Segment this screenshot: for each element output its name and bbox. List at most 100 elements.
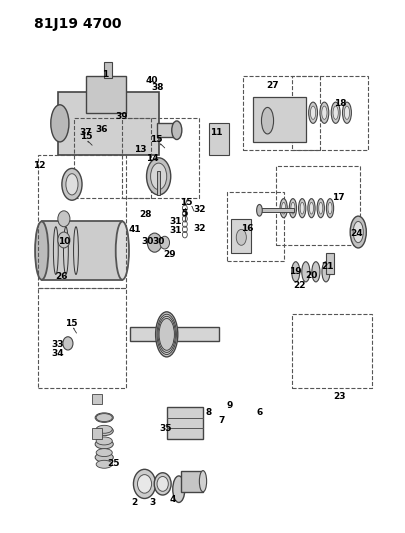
Ellipse shape xyxy=(115,221,129,280)
Ellipse shape xyxy=(316,199,324,217)
Bar xyxy=(156,123,174,136)
Text: 38: 38 xyxy=(151,83,164,92)
Text: 29: 29 xyxy=(163,250,176,259)
Ellipse shape xyxy=(289,199,296,217)
Text: 40: 40 xyxy=(145,76,157,85)
Ellipse shape xyxy=(137,474,151,493)
Ellipse shape xyxy=(261,108,273,134)
Text: 26: 26 xyxy=(55,271,67,280)
Text: 30: 30 xyxy=(141,237,153,246)
Text: 35: 35 xyxy=(159,424,172,433)
Ellipse shape xyxy=(321,262,329,282)
Ellipse shape xyxy=(296,102,305,123)
Bar xyxy=(92,428,102,439)
Ellipse shape xyxy=(318,203,322,214)
Text: 31: 31 xyxy=(169,217,181,226)
Text: 81J19 4700: 81J19 4700 xyxy=(34,17,121,31)
Bar xyxy=(243,76,319,150)
Text: 39: 39 xyxy=(115,112,128,122)
Ellipse shape xyxy=(307,199,314,217)
Ellipse shape xyxy=(319,102,328,123)
Circle shape xyxy=(160,236,169,249)
Ellipse shape xyxy=(58,211,70,227)
Bar xyxy=(209,123,229,155)
Bar xyxy=(92,394,102,405)
Text: 15: 15 xyxy=(179,198,192,207)
Ellipse shape xyxy=(58,232,70,248)
Ellipse shape xyxy=(96,449,112,457)
Ellipse shape xyxy=(332,106,337,119)
Ellipse shape xyxy=(298,106,304,119)
Text: 1: 1 xyxy=(102,70,108,79)
Ellipse shape xyxy=(173,476,184,503)
Text: 15: 15 xyxy=(150,135,162,144)
Text: 12: 12 xyxy=(33,161,46,170)
Ellipse shape xyxy=(96,461,112,469)
Ellipse shape xyxy=(96,414,112,422)
Ellipse shape xyxy=(150,163,166,190)
Text: 5: 5 xyxy=(181,209,188,218)
Text: 13: 13 xyxy=(134,146,146,155)
Bar xyxy=(275,166,359,245)
Ellipse shape xyxy=(96,425,112,433)
Text: 32: 32 xyxy=(193,205,205,214)
Text: 11: 11 xyxy=(210,128,222,138)
Ellipse shape xyxy=(309,203,313,214)
Text: 33: 33 xyxy=(51,341,64,350)
Text: 36: 36 xyxy=(95,125,107,134)
Text: 8: 8 xyxy=(205,408,212,417)
Bar xyxy=(291,314,371,389)
Text: 2: 2 xyxy=(131,498,137,507)
Ellipse shape xyxy=(95,439,113,449)
Ellipse shape xyxy=(96,437,112,445)
Text: 34: 34 xyxy=(51,350,64,359)
Bar xyxy=(157,171,160,195)
Ellipse shape xyxy=(155,312,177,357)
Ellipse shape xyxy=(299,203,303,214)
Bar xyxy=(259,208,293,213)
Text: 41: 41 xyxy=(129,225,141,234)
Ellipse shape xyxy=(352,221,362,243)
Bar xyxy=(227,192,283,261)
Text: 25: 25 xyxy=(107,459,119,469)
Ellipse shape xyxy=(236,229,246,245)
Ellipse shape xyxy=(256,205,262,216)
Ellipse shape xyxy=(308,102,317,123)
Text: 21: 21 xyxy=(320,262,333,271)
Ellipse shape xyxy=(281,203,285,214)
Ellipse shape xyxy=(157,477,168,491)
Text: 18: 18 xyxy=(333,99,345,108)
Bar xyxy=(38,155,126,288)
Text: 9: 9 xyxy=(226,401,232,410)
Ellipse shape xyxy=(327,203,331,214)
Bar xyxy=(130,327,219,341)
Text: 17: 17 xyxy=(331,193,343,202)
Text: 32: 32 xyxy=(193,224,205,233)
Ellipse shape xyxy=(154,473,171,495)
Text: 6: 6 xyxy=(256,408,262,417)
Bar xyxy=(58,92,158,155)
Ellipse shape xyxy=(342,102,350,123)
Bar xyxy=(166,407,202,439)
Bar xyxy=(104,62,112,78)
Ellipse shape xyxy=(66,174,78,195)
Text: 19: 19 xyxy=(289,268,301,276)
Text: 20: 20 xyxy=(305,271,317,280)
Ellipse shape xyxy=(291,262,299,282)
Text: 37: 37 xyxy=(79,128,92,138)
Text: 22: 22 xyxy=(293,280,305,289)
Ellipse shape xyxy=(62,168,82,200)
Bar xyxy=(74,118,150,198)
Bar xyxy=(86,76,126,113)
Bar xyxy=(291,76,367,150)
Text: 10: 10 xyxy=(58,237,70,246)
Text: 30: 30 xyxy=(152,237,164,246)
Text: 31: 31 xyxy=(169,226,181,235)
Ellipse shape xyxy=(199,471,206,492)
Ellipse shape xyxy=(95,413,113,422)
Ellipse shape xyxy=(171,121,181,140)
Ellipse shape xyxy=(311,262,319,282)
Text: 24: 24 xyxy=(350,229,362,238)
Ellipse shape xyxy=(35,221,48,280)
Text: 14: 14 xyxy=(146,154,158,163)
